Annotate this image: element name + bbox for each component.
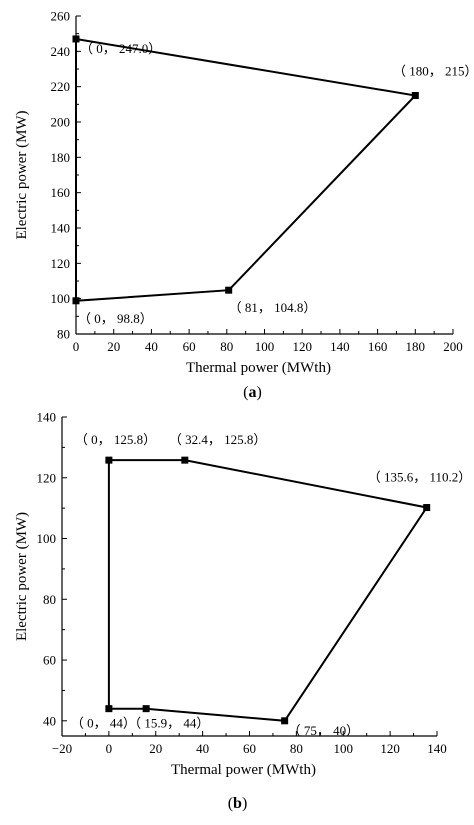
x-tick-label: 20 (149, 741, 162, 756)
x-tick-label: 180 (406, 339, 426, 354)
x-tick-label: 140 (330, 339, 350, 354)
data-point-label: （ 32.4， 125.8） (169, 432, 267, 447)
x-tick-label: 120 (380, 741, 400, 756)
chart-panel-a: 0 20 40 60 80 100 120 140 160 180 200 80 100 120 140 16… (14, 9, 474, 402)
y-tick-label: 100 (51, 291, 71, 306)
data-point-label: （ 0， 44） (71, 716, 136, 731)
y-tick-label: 160 (51, 185, 71, 200)
x-tick-label: 100 (255, 339, 275, 354)
x-tick-label: 40 (196, 741, 209, 756)
data-point-marker (423, 504, 431, 512)
data-point-label: （ 180， 215） (393, 64, 474, 79)
data-point-label: （ 0， 247.0） (80, 41, 161, 56)
x-tick-label: 0 (73, 339, 80, 354)
x-tick-label: 200 (443, 339, 463, 354)
data-point-label: （ 0， 125.8） (75, 432, 156, 447)
y-tick-label: 120 (51, 256, 71, 271)
data-point-label: （ 0， 98.8） (78, 311, 153, 326)
y-axis-title: Electric power (MW) (14, 110, 30, 239)
y-tick-label: 140 (37, 410, 57, 425)
data-point-label: （ 81， 104.8） (229, 300, 317, 315)
y-tick-label: 260 (51, 9, 71, 24)
chart-panel-b: −20 0 20 40 60 80 100 120 140 40 60 80 100 120 140 Ther… (14, 410, 471, 813)
panel-label: (a) (243, 384, 262, 401)
x-tick-label: 0 (106, 741, 113, 756)
y-tick-label: 140 (51, 221, 71, 236)
y-tick-label: 240 (51, 44, 71, 59)
data-point-marker (411, 92, 419, 99)
data-point-marker (105, 705, 113, 713)
x-tick-label: 60 (183, 339, 196, 354)
y-axis-title: Electric power (MW) (14, 512, 30, 641)
series-line (107, 459, 429, 722)
y-tick-label: 100 (37, 531, 57, 546)
data-point-marker (181, 456, 189, 464)
data-point-marker (142, 705, 150, 713)
x-tick-label: 80 (220, 339, 233, 354)
data-point-marker (281, 717, 289, 725)
y-tick-label: 80 (57, 327, 70, 342)
x-tick-label: 120 (292, 339, 312, 354)
data-point-marker (105, 456, 113, 464)
x-tick-label: −20 (52, 741, 72, 756)
x-tick-label: 140 (427, 741, 447, 756)
x-tick-label: 160 (368, 339, 388, 354)
data-point-marker (72, 35, 80, 43)
y-tick-label: 60 (43, 653, 56, 668)
data-point-label: （ 135.6， 110.2） (368, 470, 472, 485)
panel-label: (b) (228, 795, 248, 812)
x-tick-label: 80 (290, 741, 303, 756)
data-point-label: （ 15.9， 44） (128, 716, 209, 731)
y-tick-label: 200 (51, 115, 71, 130)
x-tick-label: 20 (107, 339, 120, 354)
series-line (75, 37, 418, 302)
y-tick-label: 180 (51, 150, 71, 165)
x-axis-title: Thermal power (MWth) (171, 762, 316, 778)
y-tick-label: 220 (51, 79, 71, 94)
x-tick-label: 60 (243, 741, 256, 756)
x-tick-label: 100 (334, 741, 354, 756)
y-tick-label: 80 (43, 592, 56, 607)
data-point-label: （ 75， 40） (288, 723, 360, 738)
data-point-marker (72, 297, 80, 305)
y-tick-label: 40 (43, 713, 56, 728)
y-tick-label: 120 (37, 470, 57, 485)
x-tick-label: 40 (145, 339, 158, 354)
x-axis-title: Thermal power (MWth) (186, 360, 331, 376)
data-point-marker (225, 286, 233, 294)
